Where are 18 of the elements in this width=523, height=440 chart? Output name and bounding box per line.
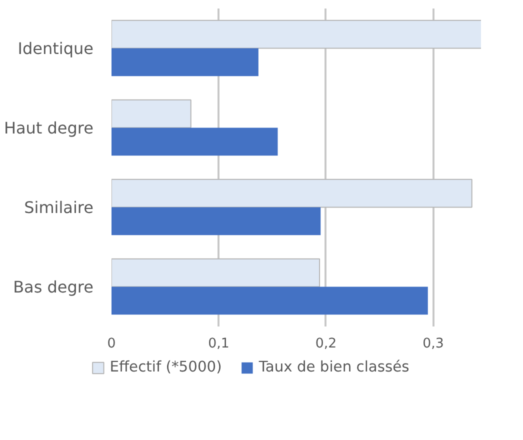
x-tick-label: 0,2: [315, 336, 337, 352]
bar: [112, 258, 320, 288]
bar: [112, 207, 321, 236]
bar: [112, 99, 192, 128]
y-tick-label: Haut degre: [4, 118, 94, 138]
x-tick-label: 0,1: [208, 336, 230, 352]
legend-label: Effectif (*5000): [110, 358, 222, 376]
y-tick-label: Bas degre: [13, 277, 94, 296]
y-tick-label: Identique: [18, 38, 94, 58]
x-tick-label: 0,3: [422, 336, 444, 352]
bar: [112, 20, 481, 49]
bar: [112, 128, 278, 156]
bar: [112, 48, 258, 76]
bar: [112, 178, 472, 208]
bar: [112, 286, 428, 315]
legend-label: Taux de bien classés: [258, 358, 410, 376]
y-tick-label: Similaire: [24, 198, 94, 217]
x-tick-label: 0: [107, 336, 116, 352]
